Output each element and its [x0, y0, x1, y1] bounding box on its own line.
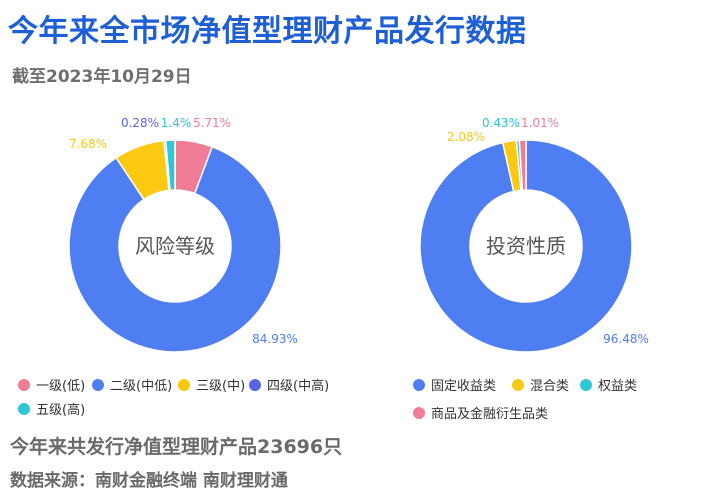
legend-item-risk-3: 三级(中) — [178, 375, 245, 394]
data-source-text: 数据来源：南财金融终端 南财理财通 — [10, 471, 288, 491]
legend-item-risk-5: 五级(高) — [18, 399, 85, 418]
legend-dot — [18, 378, 30, 391]
donut-slice-1-3 — [518, 139, 527, 191]
donut-data-label: 84.93% — [252, 332, 298, 346]
legend-label: 固定收益类 — [431, 379, 497, 394]
donut-data-label: 0.28% — [121, 116, 159, 130]
legend-dot — [512, 378, 524, 391]
legend-dot — [580, 378, 592, 391]
donut-data-label: 2.08% — [447, 130, 485, 144]
page-subtitle: 截至2023年10月29日 — [12, 67, 192, 87]
legend-item-risk-1: 一级(低) — [18, 375, 85, 394]
donut-data-label: 1.01% — [521, 116, 559, 130]
donut-data-label: 1.4% — [161, 116, 192, 130]
legend-label: 商品及金融衍生品类 — [431, 407, 549, 422]
page-title: 今年来全市场净值型理财产品发行数据 — [8, 14, 527, 49]
investment-type-donut: 投资性质 96.48% 2.08%0.43% 1.01% — [419, 116, 649, 353]
legend-label: 一级(低) — [36, 379, 86, 394]
legend-item-type-1: 固定收益类 — [413, 375, 496, 394]
legend-item-type-2: 混合类 — [512, 375, 569, 394]
investment-type-chart: 投资性质 96.48% 2.08% 0.43% 1.01% — [351, 100, 702, 370]
legend-label: 混合类 — [530, 379, 570, 394]
donut-data-label: 96.48% — [603, 332, 649, 346]
legend-dot — [18, 402, 30, 415]
legend-item-type-3: 权益类 — [580, 375, 637, 394]
legend-label: 三级(中) — [196, 379, 246, 394]
donut-slice-1-0 — [419, 139, 633, 353]
legend-label: 二级(中低) — [110, 379, 173, 394]
total-issued-text: 今年来共发行净值型理财产品23696只 — [10, 436, 343, 458]
risk-level-chart: 风险等级 5.71% 84.93% 7.68% 0.28% 1.4% — [0, 100, 351, 370]
donut-slice-0-1 — [68, 145, 282, 353]
legend-dot — [249, 378, 261, 391]
legend-label: 四级(中高) — [267, 379, 330, 394]
donut-data-label: 5.71% — [193, 116, 231, 130]
legend-label: 权益类 — [598, 379, 638, 394]
legend-item-risk-2: 二级(中低) — [92, 375, 172, 394]
legend-item-type-4: 商品及金融衍生品类 — [413, 403, 548, 422]
donut-center-title: 投资性质 — [486, 234, 566, 258]
donut-center-title: 风险等级 — [135, 234, 215, 258]
donut-slice-0-4 — [164, 139, 176, 192]
legend-label: 五级(高) — [36, 403, 86, 418]
legend-dot — [413, 406, 425, 419]
donut-data-label: 7.68% — [69, 137, 107, 151]
legend-dot — [413, 378, 425, 391]
legend-dot — [178, 378, 190, 391]
risk-level-donut: 风险等级 5.71% 84.93% 7.68% 0.28% 1.4% — [68, 116, 298, 353]
legend-item-risk-4: 四级(中高) — [249, 375, 329, 394]
legend-dot — [92, 378, 104, 391]
donut-data-label: 0.43% — [482, 116, 520, 130]
